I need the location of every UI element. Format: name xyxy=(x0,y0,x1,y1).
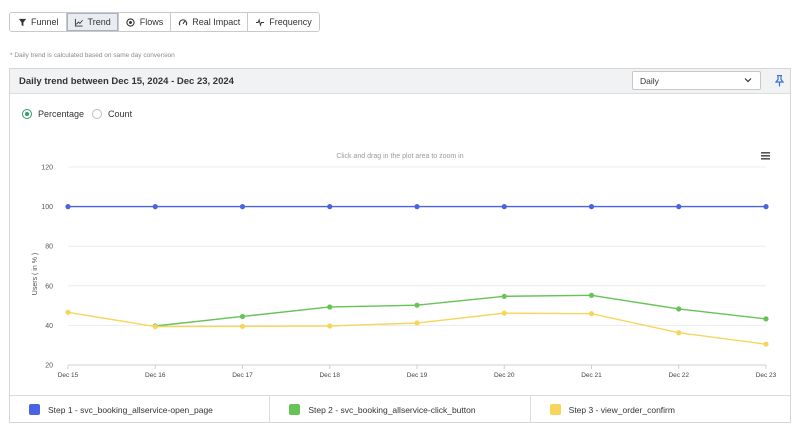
trend-chart-svg[interactable]: Click and drag in the plot area to zoom … xyxy=(10,143,790,389)
y-tick-label: 40 xyxy=(45,323,53,330)
data-point-step-3 xyxy=(676,330,682,336)
data-point-step-1 xyxy=(501,204,507,210)
x-tick-label: Dec 15 xyxy=(58,372,79,379)
data-point-step-3 xyxy=(763,341,769,347)
chart-legend: Step 1 - svc_booking_allservice-open_pag… xyxy=(10,395,790,423)
x-tick-label: Dec 19 xyxy=(407,372,428,379)
radio-percentage-indicator xyxy=(22,109,32,119)
view-tabs: Funnel Trend Flows Real Impact Frequency xyxy=(9,12,320,32)
series-line-step-3 xyxy=(67,311,767,345)
radio-count[interactable]: Count xyxy=(92,109,132,119)
zoom-hint: Click and drag in the plot area to zoom … xyxy=(336,153,463,160)
series-line-step-2 xyxy=(155,294,767,327)
trend-panel: Daily trend between Dec 15, 2024 - Dec 2… xyxy=(9,68,791,423)
data-point-step-1 xyxy=(327,204,333,210)
gauge-icon xyxy=(178,17,188,27)
tab-real-impact-label: Real Impact xyxy=(192,17,241,27)
tab-flows[interactable]: Flows xyxy=(118,13,172,31)
legend-label-step-1: Step 1 - svc_booking_allservice-open_pag… xyxy=(48,404,213,415)
data-point-step-1 xyxy=(152,204,158,210)
tab-flows-label: Flows xyxy=(139,17,164,27)
data-point-step-2 xyxy=(327,304,333,310)
legend-item-step-1[interactable]: Step 1 - svc_booking_allservice-open_pag… xyxy=(10,396,271,423)
data-point-step-2 xyxy=(239,313,246,320)
y-tick-label: 80 xyxy=(45,244,53,251)
pin-icon[interactable] xyxy=(774,74,785,92)
legend-label-step-2: Step 2 - svc_booking_allservice-click_bu… xyxy=(308,404,476,415)
x-tick-label: Dec 18 xyxy=(319,372,340,379)
y-axis-label: Users ( in % ) xyxy=(32,253,39,295)
tab-trend[interactable]: Trend xyxy=(66,13,119,31)
data-point-step-1 xyxy=(676,204,682,210)
radio-count-label: Count xyxy=(108,109,133,119)
trend-chart[interactable]: Click and drag in the plot area to zoom … xyxy=(10,143,790,389)
x-tick-label: Dec 16 xyxy=(145,372,166,379)
pulse-icon xyxy=(255,17,265,27)
interval-select-value: Daily xyxy=(640,75,659,86)
legend-item-step-2[interactable]: Step 2 - svc_booking_allservice-click_bu… xyxy=(270,396,531,423)
panel-header: Daily trend between Dec 15, 2024 - Dec 2… xyxy=(10,69,790,94)
panel-title: Daily trend between Dec 15, 2024 - Dec 2… xyxy=(19,75,234,87)
legend-swatch-step-3 xyxy=(549,404,561,415)
x-tick-label: Dec 22 xyxy=(668,372,689,379)
data-point-step-3 xyxy=(152,323,158,330)
y-tick-label: 100 xyxy=(41,204,53,211)
data-point-step-2 xyxy=(501,293,507,299)
data-point-step-2 xyxy=(588,292,595,298)
data-point-step-3 xyxy=(501,310,507,316)
display-mode-toggle: Percentage Count xyxy=(22,109,132,119)
funnel-icon xyxy=(17,17,27,27)
data-point-step-2 xyxy=(676,306,682,312)
tab-funnel-label: Funnel xyxy=(31,17,59,27)
interval-select[interactable]: Daily xyxy=(632,71,761,90)
calculation-note: * Daily trend is calculated based on sam… xyxy=(10,52,175,59)
chart-menu-icon-bar xyxy=(761,152,770,154)
tab-trend-label: Trend xyxy=(87,17,111,27)
tab-frequency-label: Frequency xyxy=(269,17,312,27)
data-point-step-1 xyxy=(588,204,595,210)
radio-percentage[interactable]: Percentage xyxy=(22,109,84,119)
data-point-step-1 xyxy=(763,204,769,210)
chart-menu-icon[interactable] xyxy=(761,152,770,160)
data-point-step-1 xyxy=(239,204,246,210)
legend-item-step-3[interactable]: Step 3 - view_order_confirm xyxy=(531,396,790,423)
data-point-step-2 xyxy=(763,316,769,322)
flows-icon xyxy=(126,17,136,27)
y-tick-label: 120 xyxy=(41,165,53,172)
legend-swatch-step-2 xyxy=(289,404,301,415)
tab-frequency[interactable]: Frequency xyxy=(248,13,319,31)
data-point-step-3 xyxy=(588,311,595,317)
y-tick-label: 20 xyxy=(45,363,53,370)
data-point-step-2 xyxy=(414,302,420,308)
data-point-step-3 xyxy=(414,320,420,326)
x-tick-label: Dec 20 xyxy=(494,372,515,379)
chevron-down-icon xyxy=(744,76,752,86)
x-tick-label: Dec 23 xyxy=(756,372,777,379)
y-tick-label: 60 xyxy=(45,283,53,290)
chart-menu-icon-bar xyxy=(761,158,770,160)
data-point-step-3 xyxy=(327,323,333,329)
trend-icon xyxy=(74,17,84,27)
chart-menu-icon-bar xyxy=(761,155,770,157)
data-point-step-1 xyxy=(414,204,420,210)
legend-label-step-3: Step 3 - view_order_confirm xyxy=(568,404,675,415)
x-tick-label: Dec 21 xyxy=(581,372,602,379)
radio-count-indicator xyxy=(92,109,103,119)
tab-real-impact[interactable]: Real Impact xyxy=(171,13,249,31)
data-point-step-3 xyxy=(65,309,71,315)
data-point-step-3 xyxy=(239,323,246,329)
x-tick-label: Dec 17 xyxy=(232,372,253,379)
tab-funnel[interactable]: Funnel xyxy=(10,13,67,31)
legend-swatch-step-1 xyxy=(29,404,40,415)
data-point-step-1 xyxy=(65,204,71,210)
radio-percentage-label: Percentage xyxy=(38,109,85,119)
